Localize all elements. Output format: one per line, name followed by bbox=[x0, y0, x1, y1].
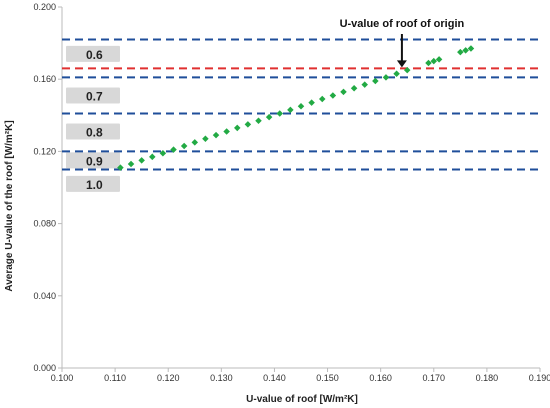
x-tick-label: 0.100 bbox=[51, 373, 74, 383]
data-point bbox=[244, 121, 252, 128]
x-tick-label: 0.110 bbox=[104, 373, 126, 383]
data-point bbox=[212, 131, 220, 139]
data-point bbox=[159, 149, 167, 157]
x-tick-label: 0.190 bbox=[529, 373, 550, 383]
y-tick-label: 0.200 bbox=[33, 2, 56, 12]
axes: 0.100 0.110 0.120 0.130 0.140 0.150 0.160 0.170… bbox=[33, 2, 550, 383]
band-label-box bbox=[66, 45, 120, 62]
band-label-box bbox=[66, 152, 120, 169]
data-point bbox=[138, 157, 145, 164]
annotation: U-value of roof of origin bbox=[340, 18, 465, 68]
band-label-text: 0.6 bbox=[86, 48, 103, 62]
data-point bbox=[223, 128, 230, 135]
data-point bbox=[340, 88, 347, 96]
data-point bbox=[361, 81, 368, 88]
x-axis-title: U-value of roof [W/m²K] bbox=[246, 394, 358, 405]
data-point bbox=[287, 106, 294, 114]
x-tick-label: 0.180 bbox=[476, 373, 499, 383]
data-point bbox=[462, 47, 469, 54]
band-label-text: 0.9 bbox=[86, 154, 103, 168]
data-point bbox=[255, 117, 262, 124]
annotation-text: U-value of roof of origin bbox=[340, 18, 465, 30]
data-point bbox=[297, 103, 305, 110]
annotation-arrow-head bbox=[396, 60, 407, 68]
data-point bbox=[425, 59, 432, 67]
data-point bbox=[457, 48, 464, 56]
data-point bbox=[202, 135, 209, 143]
y-tick-label: 0.120 bbox=[33, 146, 56, 156]
band-label-box bbox=[66, 175, 120, 192]
data-point bbox=[180, 142, 188, 150]
x-tick-label: 0.140 bbox=[263, 373, 286, 383]
y-tick-label: 0.040 bbox=[33, 291, 56, 301]
y-tick-label: 0.000 bbox=[33, 363, 56, 373]
band-label-text: 1.0 bbox=[86, 178, 103, 192]
band-label-box bbox=[66, 87, 120, 104]
data-point bbox=[191, 139, 199, 146]
data-point bbox=[430, 57, 438, 65]
x-tick-label: 0.160 bbox=[369, 373, 392, 383]
data-point bbox=[329, 92, 337, 99]
data-point bbox=[276, 110, 284, 117]
x-tick-label: 0.130 bbox=[210, 373, 233, 383]
band-labels: 0.6 0.7 0.8 0.9 1.0 bbox=[66, 45, 120, 192]
data-point bbox=[149, 153, 156, 161]
data-point bbox=[318, 95, 326, 103]
y-tick-label: 0.160 bbox=[33, 74, 56, 84]
data-point bbox=[127, 160, 135, 168]
data-point bbox=[393, 70, 400, 78]
data-point bbox=[117, 164, 124, 171]
data-point bbox=[308, 99, 315, 106]
data-point bbox=[265, 113, 273, 121]
data-point bbox=[382, 74, 390, 81]
data-point bbox=[350, 84, 358, 92]
x-tick-label: 0.150 bbox=[316, 373, 339, 383]
band-label-text: 0.8 bbox=[86, 126, 103, 140]
reference-lines bbox=[62, 38, 540, 171]
data-point bbox=[170, 146, 177, 153]
data-point bbox=[467, 45, 475, 52]
x-tick-label: 0.170 bbox=[423, 373, 446, 383]
data-point bbox=[403, 66, 411, 74]
y-tick-label: 0.080 bbox=[33, 219, 56, 229]
data-point bbox=[435, 56, 443, 63]
x-tick-label: 0.120 bbox=[157, 373, 180, 383]
band-label-text: 0.7 bbox=[86, 89, 103, 103]
band-label-box bbox=[66, 123, 120, 140]
y-axis-title: Average U-value of the roof [W/m²K] bbox=[4, 120, 15, 291]
data-point bbox=[372, 77, 379, 85]
data-point bbox=[234, 124, 241, 132]
